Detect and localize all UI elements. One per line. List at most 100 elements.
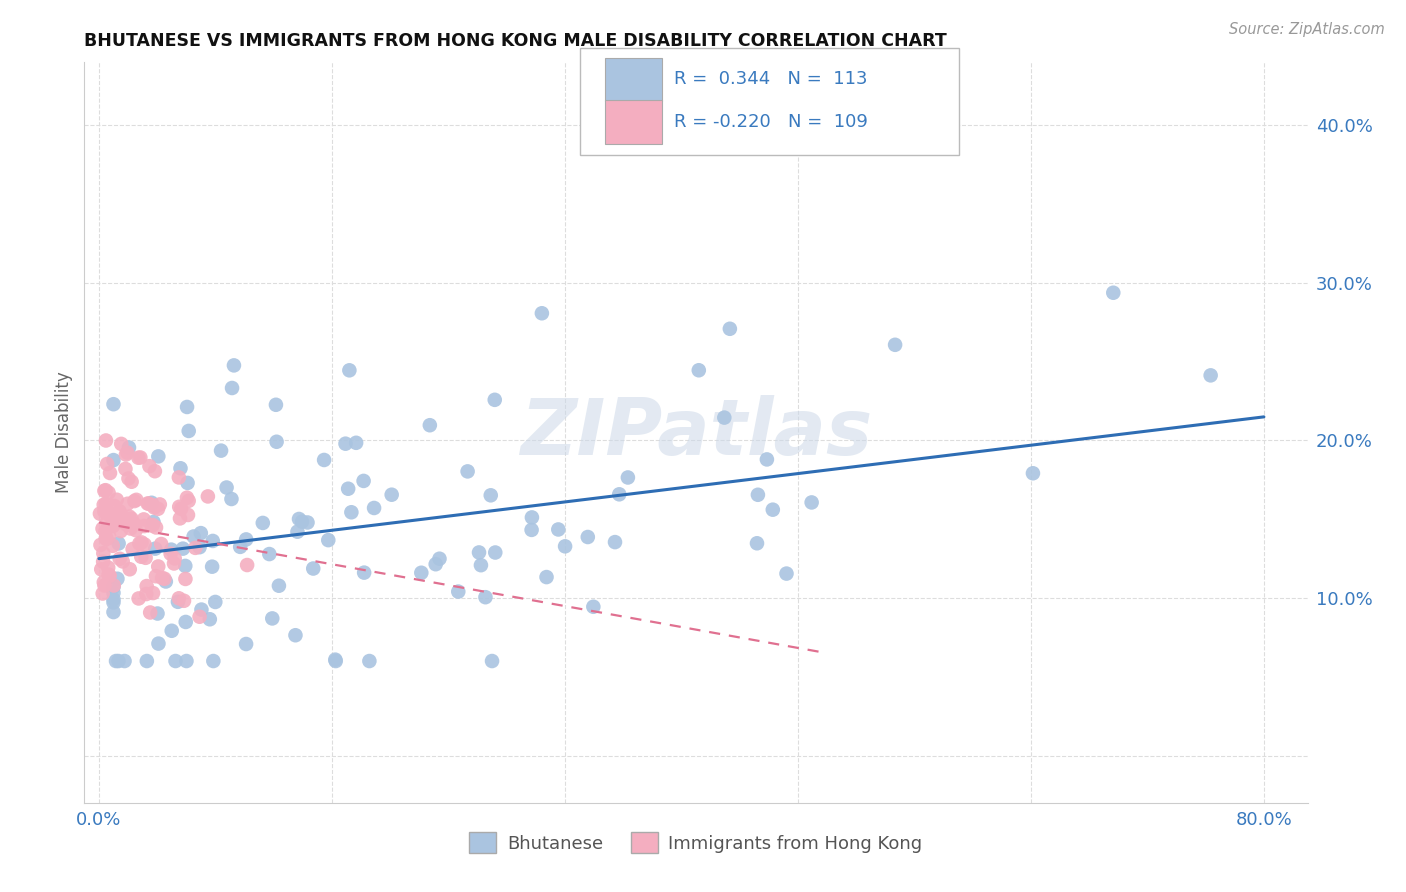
Point bbox=[145, 520, 167, 534]
Point bbox=[484, 392, 506, 407]
Point bbox=[176, 475, 198, 490]
Point bbox=[153, 572, 176, 586]
Point bbox=[111, 554, 134, 568]
Point bbox=[97, 560, 120, 574]
Point bbox=[105, 654, 128, 668]
Point bbox=[94, 532, 117, 546]
Point bbox=[582, 599, 605, 614]
Text: BHUTANESE VS IMMIGRANTS FROM HONG KONG MALE DISABILITY CORRELATION CHART: BHUTANESE VS IMMIGRANTS FROM HONG KONG M… bbox=[84, 32, 948, 50]
Point bbox=[745, 536, 768, 550]
Point bbox=[353, 474, 375, 488]
FancyBboxPatch shape bbox=[606, 58, 662, 102]
Point bbox=[93, 575, 115, 590]
Point bbox=[359, 654, 381, 668]
Point bbox=[121, 542, 143, 557]
Point bbox=[107, 572, 129, 586]
Point bbox=[103, 499, 125, 513]
Point bbox=[264, 398, 287, 412]
Point bbox=[617, 470, 640, 484]
Point bbox=[173, 594, 195, 608]
Point bbox=[457, 464, 479, 478]
Point bbox=[163, 551, 186, 566]
Point bbox=[103, 586, 125, 600]
Point bbox=[316, 533, 339, 548]
Point bbox=[143, 500, 166, 515]
Point bbox=[131, 535, 153, 549]
Point bbox=[201, 559, 224, 574]
Point bbox=[481, 654, 503, 668]
Point bbox=[94, 434, 117, 448]
Point bbox=[177, 508, 200, 522]
Point bbox=[165, 654, 187, 668]
Point bbox=[97, 567, 120, 582]
Point bbox=[177, 493, 200, 508]
Point bbox=[252, 516, 274, 530]
Point bbox=[188, 609, 211, 624]
Point bbox=[747, 488, 769, 502]
Point bbox=[267, 579, 290, 593]
Point bbox=[174, 558, 197, 573]
Point bbox=[337, 363, 360, 377]
Point bbox=[125, 523, 148, 537]
Point bbox=[1102, 285, 1125, 300]
Point bbox=[132, 512, 155, 526]
Point bbox=[235, 533, 257, 547]
Point bbox=[122, 517, 145, 532]
Point bbox=[176, 400, 198, 414]
Point bbox=[141, 498, 163, 512]
Point bbox=[93, 498, 115, 512]
Point bbox=[129, 549, 152, 564]
Point bbox=[1199, 368, 1222, 383]
Point bbox=[215, 481, 238, 495]
Point bbox=[204, 595, 226, 609]
Point bbox=[198, 612, 221, 626]
Point bbox=[603, 535, 626, 549]
Point bbox=[353, 566, 375, 580]
Point bbox=[135, 587, 157, 601]
Point bbox=[411, 566, 433, 580]
Point bbox=[429, 551, 451, 566]
Point bbox=[135, 550, 157, 565]
Point bbox=[554, 539, 576, 553]
Point bbox=[97, 485, 120, 500]
Point bbox=[470, 558, 492, 573]
Point bbox=[96, 515, 118, 529]
Point bbox=[174, 615, 197, 629]
Point bbox=[93, 483, 115, 498]
Point bbox=[134, 537, 156, 551]
Point bbox=[148, 450, 170, 464]
Point bbox=[468, 545, 491, 559]
Point bbox=[530, 306, 553, 320]
Point bbox=[419, 418, 441, 433]
Point bbox=[91, 586, 114, 600]
Point bbox=[148, 637, 170, 651]
Point bbox=[117, 445, 139, 459]
Point bbox=[121, 475, 143, 489]
Point bbox=[381, 488, 404, 502]
Point bbox=[107, 654, 129, 668]
Point bbox=[138, 497, 160, 511]
Point bbox=[288, 512, 311, 526]
Point bbox=[114, 654, 136, 668]
Point bbox=[170, 501, 193, 516]
Point bbox=[142, 518, 165, 533]
Point bbox=[117, 497, 139, 511]
Point bbox=[114, 511, 136, 525]
Point bbox=[143, 464, 166, 478]
Point bbox=[1022, 467, 1045, 481]
Point bbox=[167, 591, 190, 606]
Point bbox=[474, 590, 496, 604]
Point bbox=[174, 572, 197, 586]
Point bbox=[139, 606, 162, 620]
Point bbox=[107, 536, 129, 550]
Point bbox=[105, 492, 128, 507]
Text: ZIPatlas: ZIPatlas bbox=[520, 394, 872, 471]
Point bbox=[291, 515, 314, 529]
Point bbox=[103, 592, 125, 607]
Point bbox=[141, 496, 163, 510]
Point bbox=[484, 545, 506, 559]
Point bbox=[159, 547, 181, 561]
Point bbox=[479, 488, 502, 502]
Point bbox=[110, 524, 132, 538]
Point bbox=[536, 570, 558, 584]
